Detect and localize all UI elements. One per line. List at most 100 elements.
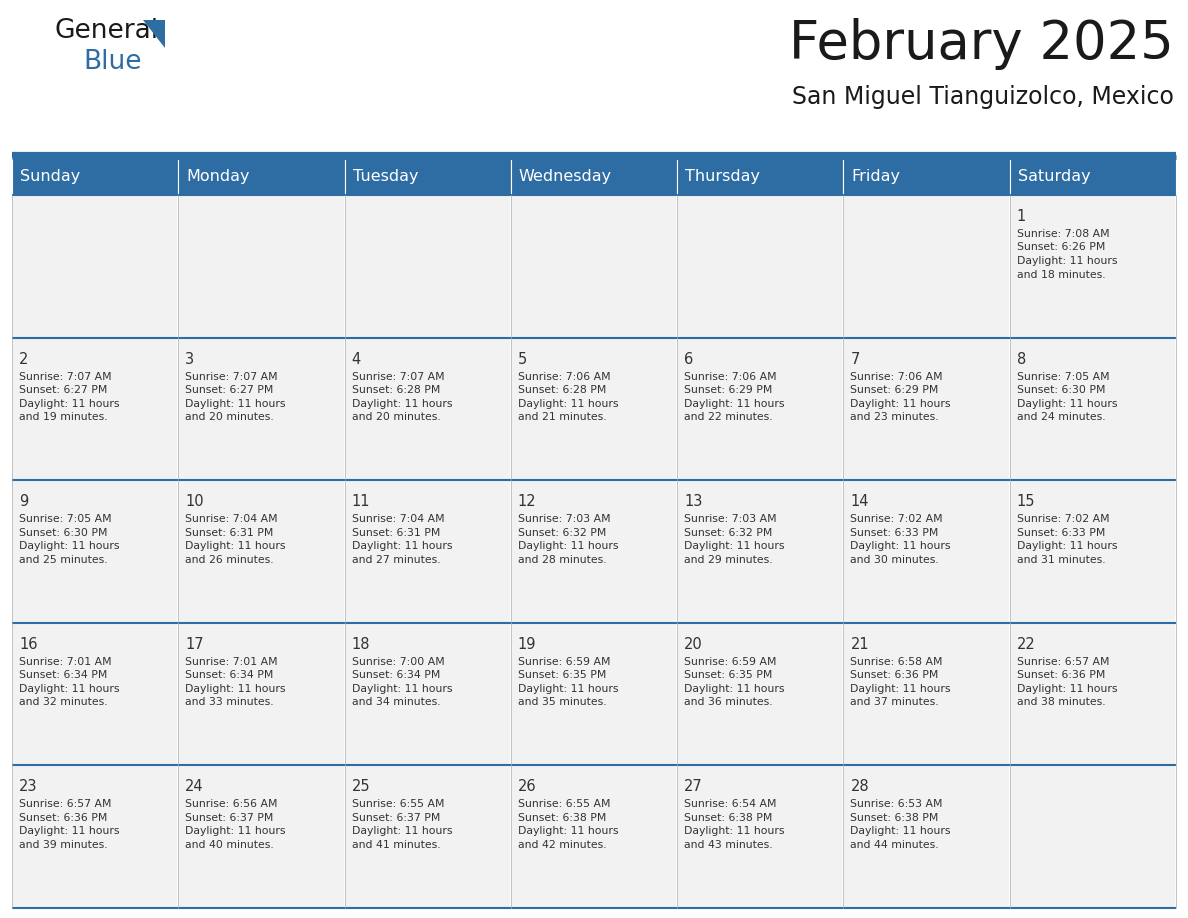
Text: Sunset: 6:37 PM: Sunset: 6:37 PM [185,813,273,823]
Text: Sunrise: 7:08 AM: Sunrise: 7:08 AM [1017,229,1110,239]
Text: Sunset: 6:32 PM: Sunset: 6:32 PM [684,528,772,538]
Text: Sunday: Sunday [20,169,81,184]
Text: Daylight: 11 hours: Daylight: 11 hours [851,826,950,836]
Text: Daylight: 11 hours: Daylight: 11 hours [1017,684,1117,694]
Text: Sunrise: 7:04 AM: Sunrise: 7:04 AM [352,514,444,524]
Text: General: General [55,18,159,44]
Bar [511,195,677,338]
Text: Sunset: 6:30 PM: Sunset: 6:30 PM [19,528,107,538]
Bar [12,195,178,338]
Bar [12,338,178,480]
Text: Sunrise: 7:02 AM: Sunrise: 7:02 AM [851,514,943,524]
Bar [511,338,677,480]
Text: and 34 minutes.: and 34 minutes. [352,698,441,707]
Text: Sunrise: 7:05 AM: Sunrise: 7:05 AM [19,514,112,524]
Text: Sunset: 6:29 PM: Sunset: 6:29 PM [684,385,772,395]
Text: Sunrise: 7:03 AM: Sunrise: 7:03 AM [684,514,777,524]
Text: Daylight: 11 hours: Daylight: 11 hours [1017,256,1117,266]
Text: and 19 minutes.: and 19 minutes. [19,412,108,422]
Text: Sunrise: 6:57 AM: Sunrise: 6:57 AM [1017,656,1110,666]
Text: Daylight: 11 hours: Daylight: 11 hours [19,398,120,409]
Text: 5: 5 [518,352,527,366]
Bar [843,338,1010,480]
Bar [677,766,843,908]
Text: Sunrise: 6:59 AM: Sunrise: 6:59 AM [684,656,777,666]
Text: Sunrise: 6:57 AM: Sunrise: 6:57 AM [19,800,112,810]
Text: and 31 minutes.: and 31 minutes. [1017,554,1105,565]
Bar [1010,157,1176,195]
Text: Daylight: 11 hours: Daylight: 11 hours [352,398,453,409]
Text: 6: 6 [684,352,694,366]
Text: Thursday: Thursday [685,169,760,184]
Bar [677,480,843,622]
Text: Sunset: 6:38 PM: Sunset: 6:38 PM [684,813,772,823]
Bar [843,766,1010,908]
Text: Daylight: 11 hours: Daylight: 11 hours [518,542,619,551]
Bar [677,338,843,480]
Text: Sunrise: 7:01 AM: Sunrise: 7:01 AM [185,656,278,666]
Text: Sunset: 6:31 PM: Sunset: 6:31 PM [185,528,273,538]
Text: Sunset: 6:27 PM: Sunset: 6:27 PM [185,385,273,395]
Text: 2: 2 [19,352,29,366]
Text: 20: 20 [684,637,703,652]
Bar [677,622,843,766]
Bar [345,480,511,622]
Bar [12,157,178,195]
Bar [345,766,511,908]
Text: Tuesday: Tuesday [353,169,418,184]
Bar [1010,766,1176,908]
Text: Sunset: 6:30 PM: Sunset: 6:30 PM [1017,385,1105,395]
Text: and 40 minutes.: and 40 minutes. [185,840,274,850]
Text: 25: 25 [352,779,371,794]
Bar [511,157,677,195]
Bar [1010,338,1176,480]
Text: Sunset: 6:27 PM: Sunset: 6:27 PM [19,385,107,395]
Text: Sunset: 6:34 PM: Sunset: 6:34 PM [352,670,440,680]
Bar [178,195,345,338]
Text: 23: 23 [19,779,38,794]
Text: 11: 11 [352,494,371,509]
Text: February 2025: February 2025 [789,18,1174,70]
Text: and 42 minutes.: and 42 minutes. [518,840,607,850]
Bar [178,157,345,195]
Text: Daylight: 11 hours: Daylight: 11 hours [851,398,950,409]
Bar [178,622,345,766]
Text: Daylight: 11 hours: Daylight: 11 hours [518,398,619,409]
Text: Sunrise: 7:02 AM: Sunrise: 7:02 AM [1017,514,1110,524]
Text: 22: 22 [1017,637,1036,652]
Text: Sunset: 6:36 PM: Sunset: 6:36 PM [1017,670,1105,680]
Text: 3: 3 [185,352,195,366]
Text: 9: 9 [19,494,29,509]
Bar [843,157,1010,195]
Text: Daylight: 11 hours: Daylight: 11 hours [352,542,453,551]
Bar [345,622,511,766]
Text: Sunset: 6:31 PM: Sunset: 6:31 PM [352,528,440,538]
Text: and 38 minutes.: and 38 minutes. [1017,698,1105,707]
Bar [345,338,511,480]
Text: and 36 minutes.: and 36 minutes. [684,698,772,707]
Bar [511,766,677,908]
Text: and 20 minutes.: and 20 minutes. [352,412,441,422]
Bar [677,195,843,338]
Text: and 21 minutes.: and 21 minutes. [518,412,607,422]
Text: Blue: Blue [83,49,141,75]
Text: and 44 minutes.: and 44 minutes. [851,840,939,850]
Text: Sunrise: 7:07 AM: Sunrise: 7:07 AM [19,372,112,382]
Text: Daylight: 11 hours: Daylight: 11 hours [851,684,950,694]
Text: Sunset: 6:29 PM: Sunset: 6:29 PM [851,385,939,395]
Text: 24: 24 [185,779,204,794]
Bar [843,480,1010,622]
Text: Sunrise: 6:55 AM: Sunrise: 6:55 AM [352,800,444,810]
Text: and 30 minutes.: and 30 minutes. [851,554,940,565]
Text: 1: 1 [1017,209,1026,224]
Text: Sunset: 6:26 PM: Sunset: 6:26 PM [1017,242,1105,252]
Text: Daylight: 11 hours: Daylight: 11 hours [19,684,120,694]
Text: and 32 minutes.: and 32 minutes. [19,698,108,707]
Text: Sunrise: 7:06 AM: Sunrise: 7:06 AM [518,372,611,382]
Text: 26: 26 [518,779,537,794]
Text: and 23 minutes.: and 23 minutes. [851,412,939,422]
Text: Sunrise: 7:06 AM: Sunrise: 7:06 AM [851,372,943,382]
Bar [511,480,677,622]
Text: Sunrise: 7:07 AM: Sunrise: 7:07 AM [352,372,444,382]
Bar [511,622,677,766]
